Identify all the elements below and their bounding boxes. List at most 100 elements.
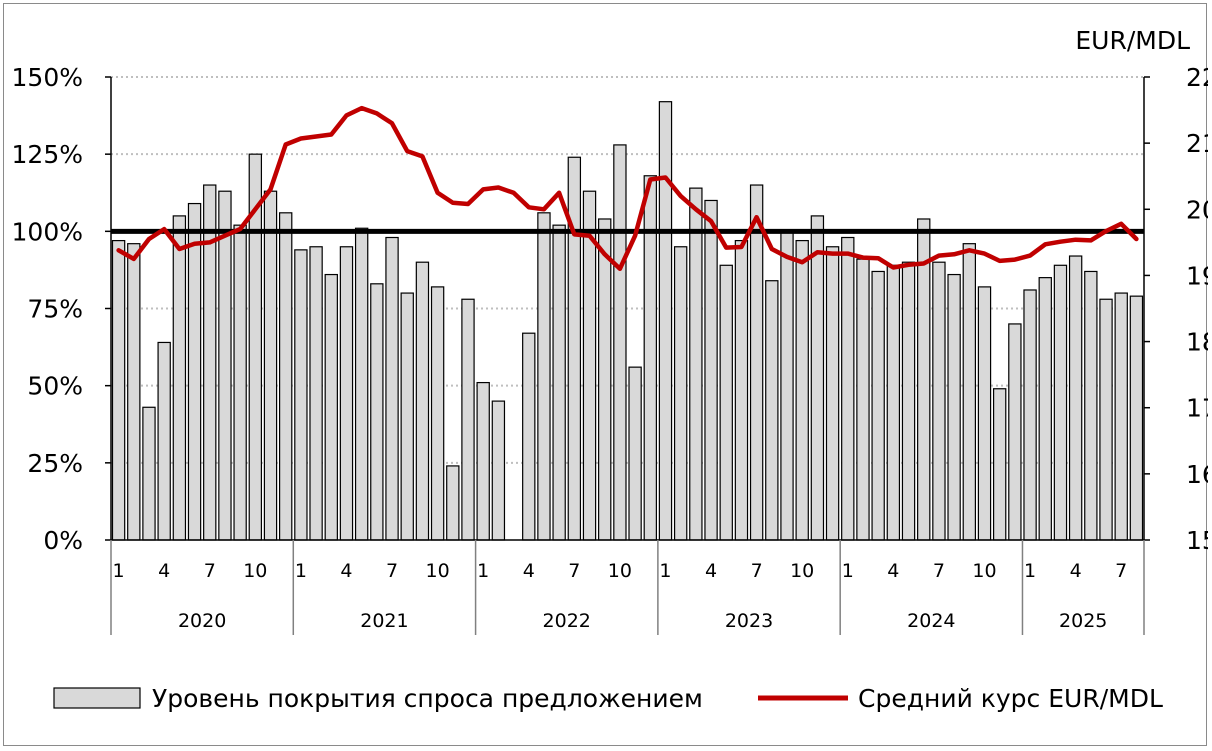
chart-frame: 0%25%50%75%100%125%150%15161718192021221… [3,3,1208,746]
coverage-bar [765,280,779,541]
y-right-tick-label: 15 [1186,526,1208,555]
x-month-tick-label: 7 [204,560,216,582]
x-month-tick-label: 1 [113,560,125,582]
coverage-bar [491,400,506,541]
coverage-bar [749,184,764,541]
coverage-bar [886,264,901,541]
coverage-bar [901,261,916,541]
y-left-tick-label: 150% [12,63,83,92]
coverage-bar [1114,292,1128,541]
x-year-label: 2025 [1059,610,1107,632]
exchange-rate-line [116,105,1139,272]
y-right-tick-label: 18 [1186,328,1208,357]
coverage-bar [339,246,354,541]
coverage-bar [522,332,536,541]
x-month-tick-label: 7 [386,560,398,582]
legend-line-label: Средний курс EUR/MDL [858,684,1163,713]
coverage-bar [962,243,976,541]
coverage-bar [856,258,870,541]
coverage-bar [841,236,855,541]
x-month-tick-label: 4 [1070,560,1082,582]
coverage-bar [689,187,703,541]
coverage-bar [400,292,414,541]
coverage-bar [917,218,931,541]
coverage-bar [111,239,126,541]
coverage-bar [233,224,247,541]
legend: Уровень покрытия спроса предложением Сре… [53,684,1163,713]
coverage-bar [187,202,202,541]
coverage-bar [871,270,885,541]
y-right-tick-label: 20 [1186,195,1208,224]
coverage-bar [992,388,1007,541]
right-axis-unit-label: EUR/MDL [1075,26,1190,55]
coverage-bar [795,239,809,541]
coverage-bar [1023,289,1037,541]
coverage-bar [294,249,308,541]
x-month-tick-label: 1 [295,560,307,582]
x-month-tick-label: 10 [608,560,632,582]
x-month-tick-label: 1 [477,560,489,582]
coverage-bar [1068,255,1083,541]
coverage-bar [385,236,399,541]
x-year-label: 2022 [543,610,591,632]
coverage-bar [1084,270,1098,541]
coverage-bar [628,366,642,541]
coverage-bar [825,246,840,541]
coverage-bar [172,215,187,541]
x-month-tick-label: 4 [887,560,899,582]
axes [105,76,1150,635]
x-month-tick-label: 7 [1115,560,1127,582]
x-month-tick-label: 1 [1024,560,1036,582]
coverage-bar [430,286,445,541]
x-month-tick-label: 4 [705,560,717,582]
x-month-tick-label: 7 [751,560,763,582]
x-month-tick-label: 1 [659,560,671,582]
coverage-bar [157,341,171,541]
coverage-bar [1053,264,1068,541]
legend-bar-label: Уровень покрытия спроса предложением [152,684,703,713]
coverage-bar [658,101,673,541]
x-month-tick-label: 7 [568,560,580,582]
y-right-tick-label: 16 [1186,460,1208,489]
y-right-tick-label: 17 [1186,394,1208,423]
coverage-bar [415,261,430,541]
coverage-bar [780,230,794,541]
coverage-bar [263,190,278,541]
coverage-bar [613,144,627,541]
y-right-tick-label: 22 [1186,63,1208,92]
coverage-bar [476,381,490,541]
coverage-bar [309,246,323,541]
chart-svg: 0%25%50%75%100%125%150%15161718192021221… [12,26,1208,713]
coverage-bar [127,243,141,541]
coverage-bar [810,215,825,541]
x-year-label: 2020 [178,610,226,632]
y-left-tick-label: 50% [27,372,83,401]
tick-labels: 0%25%50%75%100%125%150%15161718192021221… [12,63,1208,632]
coverage-bar [279,212,293,541]
legend-bar-swatch [53,687,141,709]
y-right-tick-label: 19 [1186,261,1208,290]
x-month-tick-label: 10 [972,560,996,582]
coverage-bar [977,286,992,541]
x-month-tick-label: 7 [933,560,945,582]
coverage-bar [932,261,946,541]
x-month-tick-label: 10 [426,560,450,582]
x-month-tick-label: 4 [158,560,170,582]
coverage-bar [446,465,460,541]
coverage-bar [370,283,384,541]
coverage-bar [1038,277,1052,541]
x-month-tick-label: 4 [340,560,352,582]
coverage-bar [1129,295,1144,541]
bars [111,101,1144,541]
coverage-bar [947,273,961,541]
coverage-bar [218,190,232,541]
x-year-label: 2024 [907,610,955,632]
coverage-bar [734,239,749,541]
x-month-tick-label: 4 [523,560,535,582]
exchange-rate-line-layer [116,105,1139,272]
coverage-bar [567,156,582,541]
coverage-bar [1008,323,1022,541]
y-left-tick-label: 75% [27,295,83,324]
x-month-tick-label: 1 [842,560,854,582]
coverage-bar [673,246,688,541]
